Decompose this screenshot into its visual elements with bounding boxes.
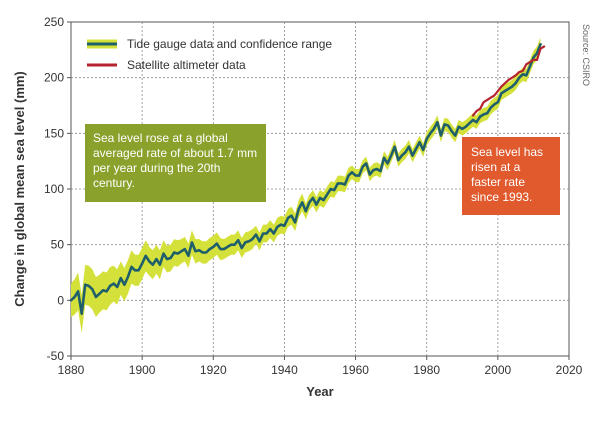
x-tick-label: 1900: [129, 363, 156, 377]
x-axis-title: Year: [306, 384, 333, 399]
y-tick-label: 0: [57, 293, 64, 307]
x-tick-label: 2000: [485, 363, 512, 377]
green-callout-text: Sea level rose at a global averaged rate…: [93, 131, 258, 190]
green-callout-box: Sea level rose at a global averaged rate…: [85, 124, 266, 202]
tick-labels: 1880 1900 1920 1940 1960 1980 2000 2020 -50 0 50 10…: [44, 15, 583, 377]
y-tick-label: 100: [44, 182, 64, 196]
confidence-band: [71, 37, 541, 333]
x-tick-label: 2020: [556, 363, 583, 377]
legend-label-satellite: Satellite altimeter data: [127, 58, 246, 72]
confidence-band-layer: [71, 37, 541, 333]
x-tick-label: 1940: [271, 363, 298, 377]
x-tick-label: 1960: [342, 363, 369, 377]
series-layer: [69, 42, 546, 316]
y-tick-label: -50: [47, 349, 65, 363]
legend-label-tide-gauge: Tide gauge data and confidence range: [127, 37, 332, 51]
y-tick-label: 150: [44, 126, 64, 140]
x-tick-label: 1980: [413, 363, 440, 377]
x-tick-label: 1880: [58, 363, 85, 377]
tide-gauge-line: [69, 42, 542, 316]
y-tick-label: 250: [44, 15, 64, 29]
red-callout-text: Sea level has risen at a faster rate sin…: [471, 145, 544, 204]
source-credit: Source: CSIRO: [581, 24, 591, 86]
y-axis-title: Change in global mean sea level (mm): [12, 71, 27, 307]
y-tick-label: 200: [44, 71, 64, 85]
x-tick-label: 1920: [200, 363, 227, 377]
y-tick-label: 50: [51, 238, 65, 252]
satellite-line: [471, 45, 546, 117]
grid-lines: [71, 22, 569, 356]
red-callout-box: Sea level has risen at a faster rate sin…: [462, 137, 560, 215]
legend: Tide gauge data and confidence range Sat…: [87, 37, 332, 72]
